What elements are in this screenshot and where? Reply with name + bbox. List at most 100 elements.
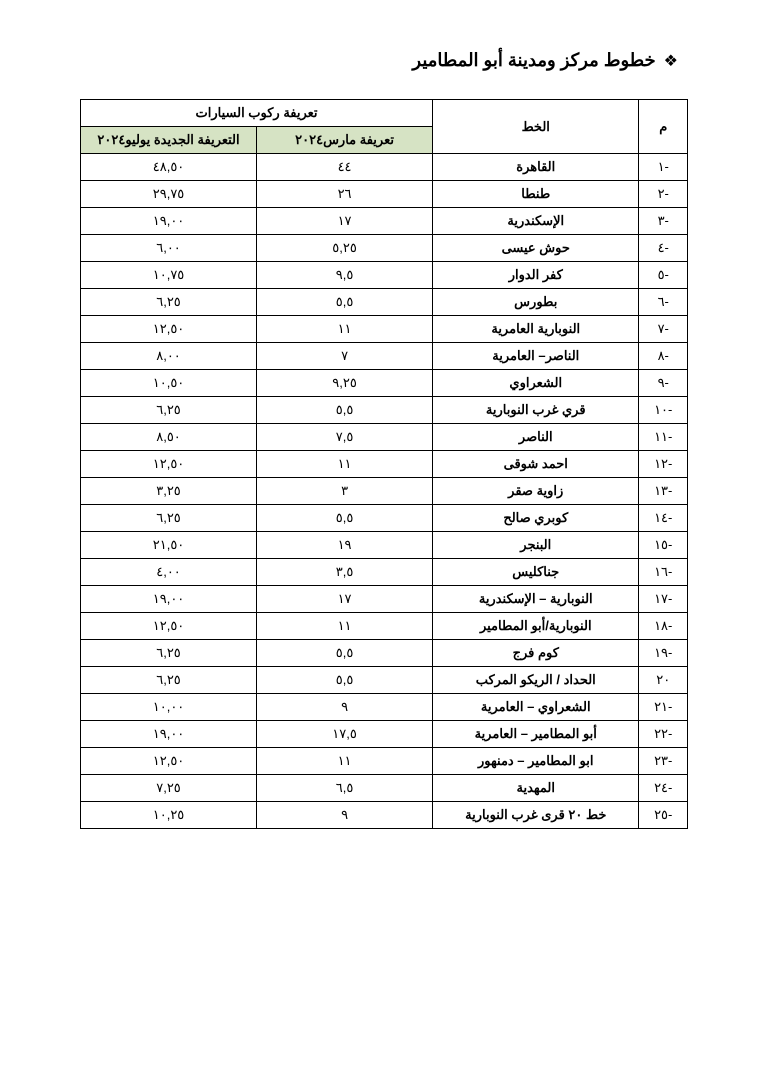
- cell-index: -٩: [639, 370, 688, 397]
- cell-index: -٨: [639, 343, 688, 370]
- fare-table: م الخط تعريفة ركوب السيارات تعريفة مارس٢…: [80, 99, 688, 829]
- cell-index: -٥: [639, 262, 688, 289]
- cell-line: بطورس: [433, 289, 639, 316]
- table-row: -١٧النوبارية – الإسكندرية١٧١٩,٠٠: [81, 586, 688, 613]
- cell-march: ٧: [257, 343, 433, 370]
- cell-line: الحداد / الريكو المركب: [433, 667, 639, 694]
- cell-july: ٢١,٥٠: [81, 532, 257, 559]
- cell-march: ٩,٥: [257, 262, 433, 289]
- cell-line: حوش عيسى: [433, 235, 639, 262]
- cell-index: -١٣: [639, 478, 688, 505]
- cell-march: ٥,٥: [257, 640, 433, 667]
- cell-july: ٦,٢٥: [81, 505, 257, 532]
- header-july: التعريفة الجديدة يوليو٢٠٢٤: [81, 127, 257, 154]
- cell-line: طنطا: [433, 181, 639, 208]
- cell-july: ٦,٢٥: [81, 289, 257, 316]
- table-row: -١١الناصر٧,٥٨,٥٠: [81, 424, 688, 451]
- cell-july: ٣,٢٥: [81, 478, 257, 505]
- cell-march: ٦,٥: [257, 775, 433, 802]
- table-row: -٢٣ابو المطامير – دمنهور١١١٢,٥٠: [81, 748, 688, 775]
- table-row: -١٣زاوية صقر٣٣,٢٥: [81, 478, 688, 505]
- table-row: -٥كفر الدوار٩,٥١٠,٧٥: [81, 262, 688, 289]
- cell-march: ٣: [257, 478, 433, 505]
- table-row: -١القاهرة٤٤٤٨,٥٠: [81, 154, 688, 181]
- table-body: -١القاهرة٤٤٤٨,٥٠-٢طنطا٢٦٢٩,٧٥-٣الإسكندري…: [81, 154, 688, 829]
- cell-line: خط ٢٠ قرى غرب النوبارية: [433, 802, 639, 829]
- table-row: -٢١الشعراوي – العامرية٩١٠,٠٠: [81, 694, 688, 721]
- table-row: -٢٥خط ٢٠ قرى غرب النوبارية٩١٠,٢٥: [81, 802, 688, 829]
- table-row: ٢٠الحداد / الريكو المركب٥,٥٦,٢٥: [81, 667, 688, 694]
- cell-march: ١٧: [257, 208, 433, 235]
- cell-july: ١٩,٠٠: [81, 721, 257, 748]
- cell-index: -٢٢: [639, 721, 688, 748]
- cell-index: -١: [639, 154, 688, 181]
- cell-july: ٦,٢٥: [81, 640, 257, 667]
- cell-july: ٦,٠٠: [81, 235, 257, 262]
- table-row: -٤حوش عيسى٥,٢٥٦,٠٠: [81, 235, 688, 262]
- cell-line: قري غرب النوبارية: [433, 397, 639, 424]
- table-row: -٢طنطا٢٦٢٩,٧٥: [81, 181, 688, 208]
- cell-index: -٧: [639, 316, 688, 343]
- cell-index: -٣: [639, 208, 688, 235]
- table-row: -١٢احمد شوقى١١١٢,٥٠: [81, 451, 688, 478]
- cell-july: ١٢,٥٠: [81, 748, 257, 775]
- table-header: م الخط تعريفة ركوب السيارات تعريفة مارس٢…: [81, 100, 688, 154]
- header-fare-group: تعريفة ركوب السيارات: [81, 100, 433, 127]
- cell-index: -٢٥: [639, 802, 688, 829]
- cell-july: ٤٨,٥٠: [81, 154, 257, 181]
- cell-line: الناصر– العامرية: [433, 343, 639, 370]
- cell-july: ٨,٥٠: [81, 424, 257, 451]
- cell-july: ١٩,٠٠: [81, 208, 257, 235]
- cell-line: النوبارية العامرية: [433, 316, 639, 343]
- header-line: الخط: [433, 100, 639, 154]
- cell-march: ١١: [257, 451, 433, 478]
- cell-march: ١٧,٥: [257, 721, 433, 748]
- cell-july: ٦,٢٥: [81, 397, 257, 424]
- cell-march: ١١: [257, 613, 433, 640]
- cell-march: ١١: [257, 748, 433, 775]
- cell-index: -٢: [639, 181, 688, 208]
- cell-index: -١٤: [639, 505, 688, 532]
- cell-line: الشعراوي – العامرية: [433, 694, 639, 721]
- cell-index: ٢٠: [639, 667, 688, 694]
- cell-index: -١٧: [639, 586, 688, 613]
- cell-index: -١٥: [639, 532, 688, 559]
- cell-line: كفر الدوار: [433, 262, 639, 289]
- cell-july: ١٠,٧٥: [81, 262, 257, 289]
- cell-march: ٥,٥: [257, 289, 433, 316]
- cell-march: ٧,٥: [257, 424, 433, 451]
- cell-july: ٢٩,٧٥: [81, 181, 257, 208]
- cell-july: ١٠,٢٥: [81, 802, 257, 829]
- cell-march: ٥,٥: [257, 667, 433, 694]
- cell-line: النوبارية – الإسكندرية: [433, 586, 639, 613]
- cell-index: -٢٤: [639, 775, 688, 802]
- table-row: -٣الإسكندرية١٧١٩,٠٠: [81, 208, 688, 235]
- cell-march: ٩: [257, 802, 433, 829]
- cell-march: ٥,٥: [257, 397, 433, 424]
- table-row: -١٤كوبري صالح٥,٥٦,٢٥: [81, 505, 688, 532]
- cell-march: ٢٦: [257, 181, 433, 208]
- cell-line: احمد شوقى: [433, 451, 639, 478]
- table-row: -٦بطورس٥,٥٦,٢٥: [81, 289, 688, 316]
- cell-line: البنجر: [433, 532, 639, 559]
- cell-line: أبو المطامير – العامرية: [433, 721, 639, 748]
- cell-july: ٤,٠٠: [81, 559, 257, 586]
- cell-index: -٢١: [639, 694, 688, 721]
- table-row: -٨الناصر– العامرية٧٨,٠٠: [81, 343, 688, 370]
- cell-line: كوم فرج: [433, 640, 639, 667]
- cell-july: ١٩,٠٠: [81, 586, 257, 613]
- cell-line: الناصر: [433, 424, 639, 451]
- cell-march: ١٩: [257, 532, 433, 559]
- cell-march: ٣,٥: [257, 559, 433, 586]
- cell-line: القاهرة: [433, 154, 639, 181]
- table-row: -٧النوبارية العامرية١١١٢,٥٠: [81, 316, 688, 343]
- header-index: م: [639, 100, 688, 154]
- cell-index: -٤: [639, 235, 688, 262]
- cell-july: ٧,٢٥: [81, 775, 257, 802]
- table-row: -١٨النوبارية/أبو المطامير١١١٢,٥٠: [81, 613, 688, 640]
- cell-july: ٨,٠٠: [81, 343, 257, 370]
- bullet-icon: ❖: [664, 51, 678, 71]
- cell-index: -١٠: [639, 397, 688, 424]
- cell-march: ١١: [257, 316, 433, 343]
- cell-july: ١٢,٥٠: [81, 451, 257, 478]
